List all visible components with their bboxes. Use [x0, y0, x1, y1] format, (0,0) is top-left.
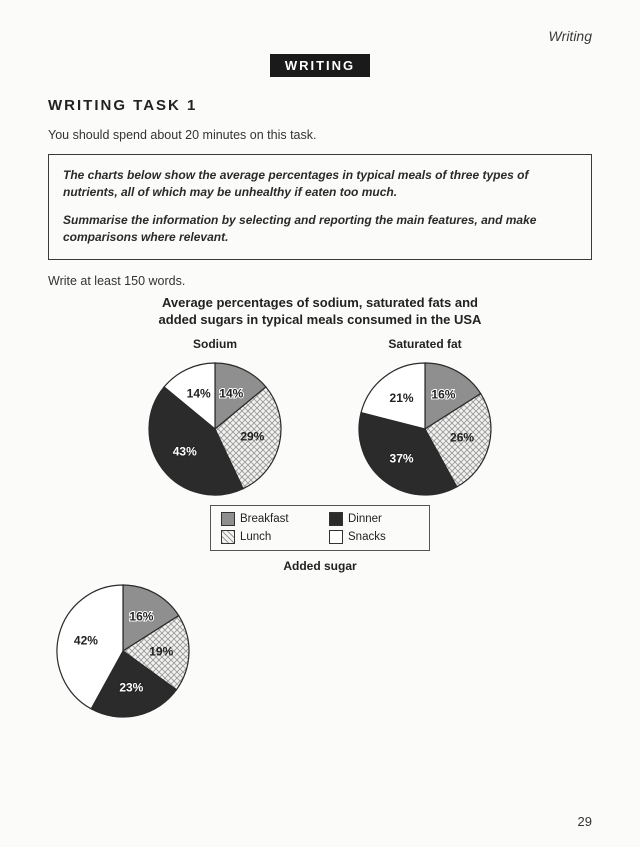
task-intro: You should spend about 20 minutes on thi…: [48, 128, 592, 142]
prompt-paragraph: The charts below show the average percen…: [63, 167, 577, 202]
chart-title: Average percentages of sodium, saturated…: [48, 294, 592, 329]
legend-label: Snacks: [348, 531, 386, 543]
svg-text:26%: 26%: [450, 430, 474, 444]
chart-title-line: added sugars in typical meals consumed i…: [159, 312, 482, 327]
pie-sodium-svg: 14% 29% 43% 14%: [140, 357, 290, 497]
pie-satfat: Saturated fat 16% 26% 37% 21%: [350, 337, 500, 497]
svg-text:42%: 42%: [74, 633, 98, 647]
svg-text:23%: 23%: [119, 680, 143, 694]
section-label: Writing: [48, 28, 592, 44]
pie-sodium: Sodium 14% 29% 43% 14%: [140, 337, 290, 497]
legend-label: Dinner: [348, 513, 382, 525]
legend-label: Lunch: [240, 531, 271, 543]
pie-satfat-svg: 16% 26% 37% 21%: [350, 357, 500, 497]
svg-text:14%: 14%: [219, 386, 243, 400]
pie-sugar: Added sugar 16% 19% 23% 42%: [48, 559, 592, 719]
prompt-box: The charts below show the average percen…: [48, 154, 592, 260]
pie-satfat-title: Saturated fat: [350, 337, 500, 351]
swatch-lunch: [221, 530, 235, 544]
chart-title-line: Average percentages of sodium, saturated…: [162, 295, 478, 310]
page: Writing WRITING WRITING TASK 1 You shoul…: [0, 0, 640, 847]
svg-text:14%: 14%: [187, 386, 211, 400]
legend-snacks: Snacks: [329, 530, 419, 544]
legend: Breakfast Dinner Lunch Snacks: [210, 505, 430, 551]
svg-text:29%: 29%: [240, 429, 264, 443]
legend-dinner: Dinner: [329, 512, 419, 526]
swatch-dinner: [329, 512, 343, 526]
svg-text:21%: 21%: [390, 391, 414, 405]
svg-text:37%: 37%: [390, 451, 414, 465]
svg-text:19%: 19%: [149, 644, 173, 658]
page-number: 29: [578, 814, 592, 829]
svg-text:43%: 43%: [173, 444, 197, 458]
pie-sugar-svg: 16% 19% 23% 42%: [48, 579, 198, 719]
pie-sugar-title: Added sugar: [48, 559, 592, 573]
swatch-snacks: [329, 530, 343, 544]
legend-breakfast: Breakfast: [221, 512, 311, 526]
legend-lunch: Lunch: [221, 530, 311, 544]
pie-row-top: Sodium 14% 29% 43% 14% Saturated fat 16% 26%…: [48, 337, 592, 497]
prompt-paragraph: Summarise the information by selecting a…: [63, 212, 577, 247]
svg-text:16%: 16%: [129, 609, 153, 623]
svg-text:16%: 16%: [431, 387, 455, 401]
swatch-breakfast: [221, 512, 235, 526]
task-heading: WRITING TASK 1: [48, 97, 592, 114]
section-badge: WRITING: [270, 54, 370, 77]
legend-label: Breakfast: [240, 513, 289, 525]
word-count-note: Write at least 150 words.: [48, 274, 592, 288]
pie-sodium-title: Sodium: [140, 337, 290, 351]
